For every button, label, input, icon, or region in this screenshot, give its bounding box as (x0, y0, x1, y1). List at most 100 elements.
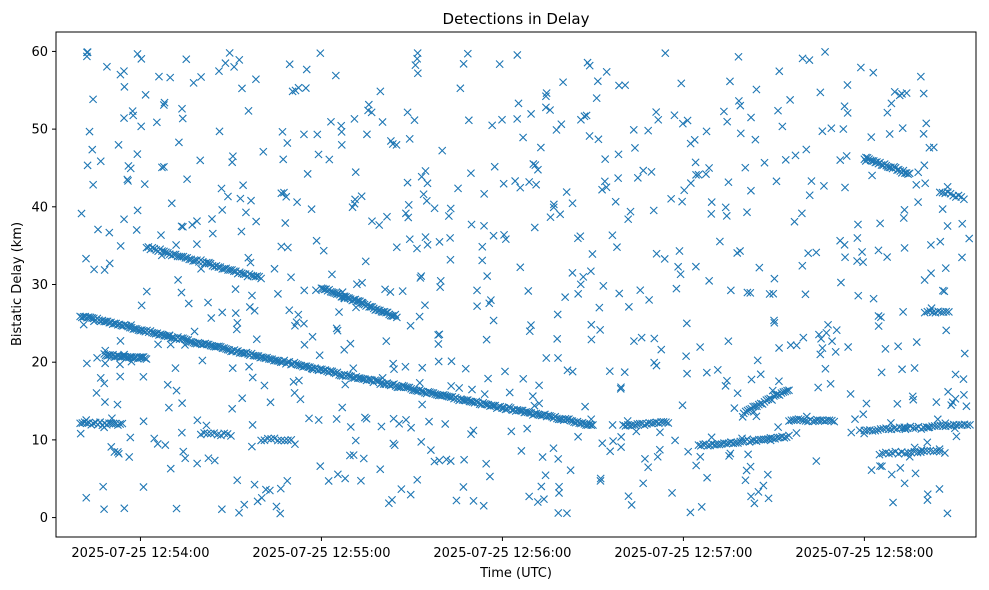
scatter-point (867, 466, 876, 475)
scatter-point (357, 192, 366, 201)
scatter-point (894, 342, 903, 351)
scatter-point (705, 164, 714, 172)
scatter-point (390, 441, 399, 450)
scatter-point (467, 220, 476, 229)
scatter-point (602, 183, 611, 192)
scatter-point (821, 47, 830, 56)
scatter-point (592, 94, 601, 103)
scatter-point (221, 59, 230, 68)
scatter-point (417, 272, 426, 281)
scatter-point (287, 435, 296, 444)
scatter-point (473, 302, 482, 311)
scatter-point (442, 455, 451, 464)
scatter-point (137, 301, 146, 310)
scatter-point (859, 410, 868, 419)
scatter-point (345, 451, 354, 460)
scatter-point (912, 338, 921, 347)
scatter-point (653, 452, 662, 461)
scatter-point (927, 269, 936, 278)
scatter-point (177, 222, 186, 231)
scatter-point (160, 98, 169, 107)
scatter-point (620, 368, 629, 377)
scatter-point (164, 403, 173, 412)
scatter-point (526, 321, 535, 330)
scatter-point (921, 179, 930, 188)
scatter-point (499, 179, 508, 188)
scatter-point (382, 212, 391, 221)
scatter-point (965, 234, 974, 243)
scatter-point (914, 198, 923, 207)
scatter-point (251, 351, 260, 360)
scatter-point (235, 55, 244, 64)
scatter-point (214, 263, 223, 272)
scatter-point (327, 270, 336, 279)
y-tick-label: 40 (31, 200, 48, 215)
scatter-point (574, 432, 583, 441)
scatter-point (163, 380, 172, 389)
scatter-point (904, 448, 913, 457)
scatter-point (692, 170, 701, 179)
scatter-point (742, 466, 751, 475)
scatter-point (951, 370, 960, 379)
scatter-point (459, 59, 468, 68)
scatter-point (690, 135, 699, 144)
scatter-point (830, 417, 839, 426)
scatter-point (300, 286, 309, 295)
scatter-point (549, 200, 558, 209)
scatter-point (533, 498, 542, 507)
scatter-point (208, 261, 217, 270)
scatter-point (893, 399, 902, 408)
scatter-point (376, 87, 385, 96)
scatter-point (314, 416, 323, 425)
scatter-point (532, 180, 541, 189)
scatter-point (781, 155, 790, 164)
scatter-point (430, 204, 439, 213)
scatter-point (124, 161, 133, 170)
scatter-point (148, 243, 157, 252)
scatter-point (82, 48, 91, 57)
scatter-point (900, 243, 909, 252)
scatter-point (277, 189, 286, 198)
scatter-point (505, 388, 514, 397)
scatter-point (359, 454, 368, 463)
scatter-point (326, 117, 335, 126)
scatter-point (645, 295, 654, 304)
scatter-point (633, 173, 642, 182)
scatter-point (883, 108, 892, 117)
scatter-point (288, 87, 297, 96)
scatter-point (447, 382, 456, 391)
scatter-point (844, 343, 853, 352)
scatter-point (333, 326, 342, 335)
scatter-point (281, 219, 290, 228)
scatter-point (573, 234, 582, 243)
scatter-point (207, 314, 216, 323)
scatter-point (251, 75, 260, 84)
scatter-point (723, 117, 732, 126)
scatter-point (139, 417, 148, 426)
scatter-point (598, 185, 607, 194)
scatter-point (784, 431, 793, 440)
scatter-point (88, 145, 97, 154)
scatter-point (161, 441, 170, 450)
scatter-point (940, 448, 949, 457)
scatter-point (805, 56, 814, 65)
scatter-point (105, 259, 114, 268)
scatter-point (157, 231, 165, 240)
scatter-point (650, 334, 659, 343)
scatter-point (435, 237, 444, 246)
scatter-point (611, 197, 620, 206)
scatter-point (438, 146, 447, 155)
scatter-point (552, 125, 561, 134)
scatter-point (346, 339, 355, 348)
scatter-point (531, 161, 540, 170)
scatter-point (240, 349, 249, 358)
scatter-point (938, 286, 947, 295)
scatter-point (770, 318, 779, 327)
scatter-point (943, 221, 952, 230)
scatter-point (639, 479, 648, 488)
scatter-point (426, 446, 435, 455)
scatter-point (909, 395, 918, 404)
scatter-point (459, 482, 468, 491)
scatter-point (741, 407, 750, 416)
scatter-point (916, 72, 925, 81)
